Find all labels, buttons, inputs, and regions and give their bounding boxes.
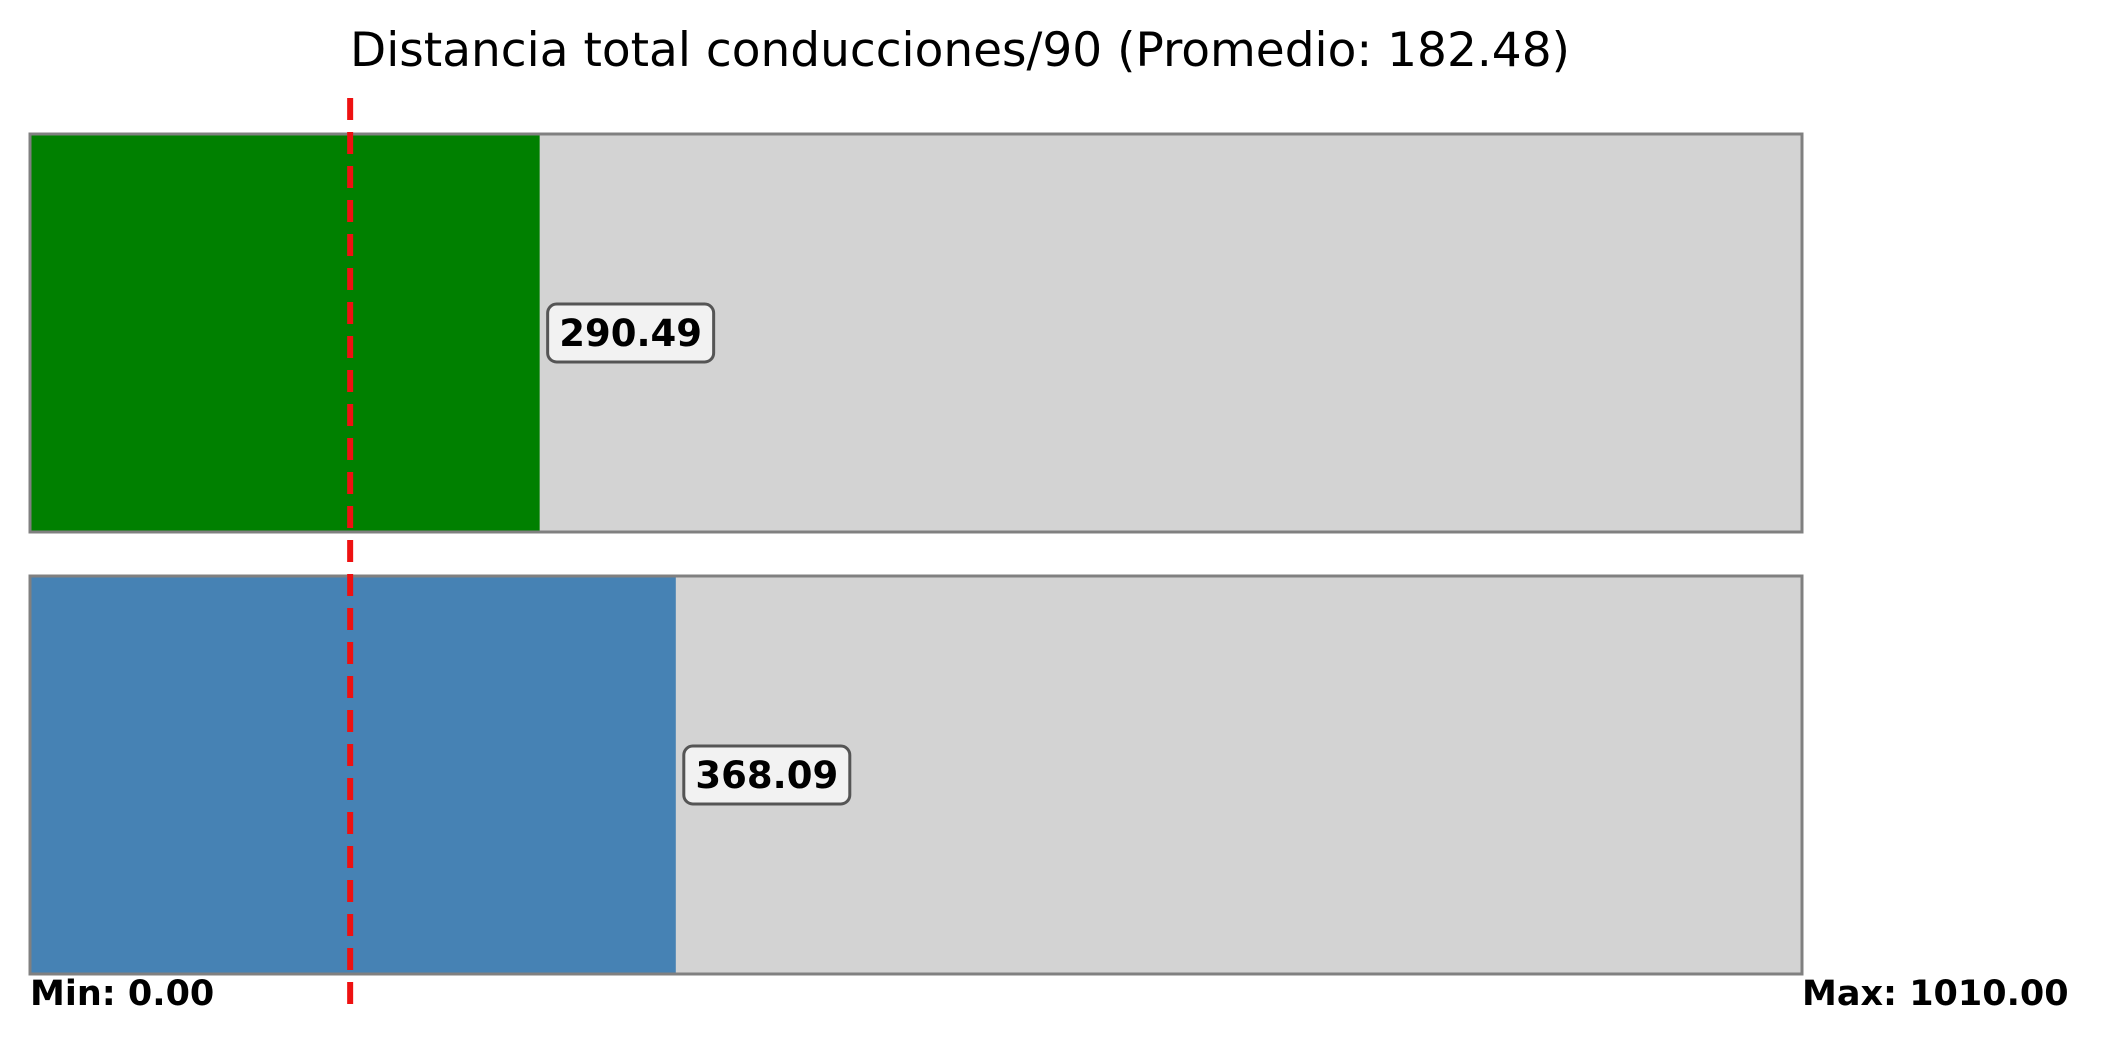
value-label-box-2 — [682, 744, 852, 806]
bar-1 — [30, 134, 540, 532]
bars-group: 290.49 368.09 — [28, 132, 1804, 976]
chart-title: Distancia total conducciones/90 (Promedi… — [350, 23, 1570, 78]
max-label: Max: 1010.00 — [1802, 974, 2069, 1014]
value-label-2: 368.09 — [695, 754, 838, 797]
value-label-box-1 — [546, 302, 716, 364]
value-label-1: 290.49 — [559, 312, 702, 355]
bar-track-border-1 — [28, 132, 1804, 534]
min-label: Min: 0.00 — [30, 974, 214, 1014]
bar-track-border-2 — [28, 574, 1804, 976]
